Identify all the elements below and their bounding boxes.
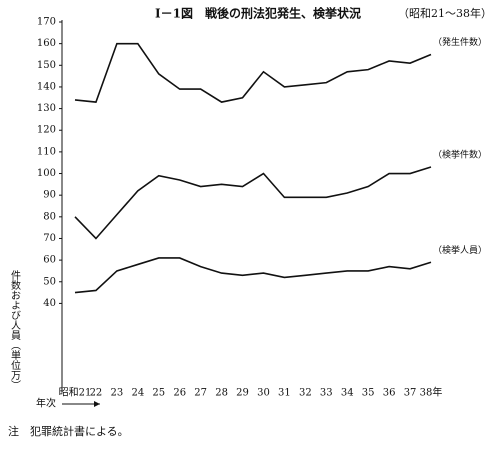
y-tick-label: 110 xyxy=(37,146,56,157)
y-tick-label: 60 xyxy=(43,255,56,266)
x-tick-label: 34 xyxy=(341,388,354,399)
chart-subtitle: （昭和21～38年） xyxy=(398,6,492,20)
x-tick-label: 37 xyxy=(404,388,417,399)
x-tick-label: 36 xyxy=(383,388,396,399)
y-tick-label: 160 xyxy=(37,38,56,49)
y-tick-label: 40 xyxy=(43,298,56,309)
x-arrow-head xyxy=(94,401,100,407)
x-tick-label: 22 xyxy=(90,388,103,399)
x-tick-label: 27 xyxy=(194,388,207,399)
series-line xyxy=(74,166,432,240)
x-tick-label: 29 xyxy=(236,388,249,399)
x-tick-label: 24 xyxy=(131,388,144,399)
y-tick-label: 120 xyxy=(37,125,56,136)
series-label: （検挙人員） xyxy=(433,244,487,256)
series-label: （発生件数） xyxy=(433,36,487,48)
note: 注 犯罪統計書による。 xyxy=(8,424,129,438)
y-tick-label: 50 xyxy=(43,276,56,287)
x-tick-label: 35 xyxy=(362,388,375,399)
y-tick-label: 170 xyxy=(37,17,56,28)
y-tick-label: 140 xyxy=(37,81,56,92)
x-tick-label: 25 xyxy=(152,388,165,399)
x-tick-label: 31 xyxy=(278,388,291,399)
y-tick-label: 130 xyxy=(37,103,56,114)
y-tick-label: 90 xyxy=(43,190,56,201)
x-tick-label: 昭和21 xyxy=(59,387,92,399)
y-tick-label: 150 xyxy=(37,60,56,71)
x-tick-label: 32 xyxy=(299,388,312,399)
x-tick-label: 33 xyxy=(320,388,333,399)
x-tick-label: 23 xyxy=(111,388,124,399)
y-tick-label: 70 xyxy=(43,233,56,244)
series-line xyxy=(74,42,432,103)
y-tick-label: 80 xyxy=(43,211,56,222)
x-tick-label: 26 xyxy=(173,388,186,399)
x-tick-label: 28 xyxy=(215,388,228,399)
x-tick-label: 38年 xyxy=(420,386,443,399)
x-tick-label: 30 xyxy=(257,388,270,399)
series-label: （検挙件数） xyxy=(433,149,487,161)
y-tick-label: 100 xyxy=(37,168,56,179)
series-line xyxy=(74,257,432,294)
y-axis-label: 件数および人員（単位万） xyxy=(9,270,21,390)
x-axis-label: 年次 xyxy=(36,397,56,410)
chart-title: Ⅰ－1図 戦後の刑法犯発生、検挙状況 xyxy=(155,6,361,21)
